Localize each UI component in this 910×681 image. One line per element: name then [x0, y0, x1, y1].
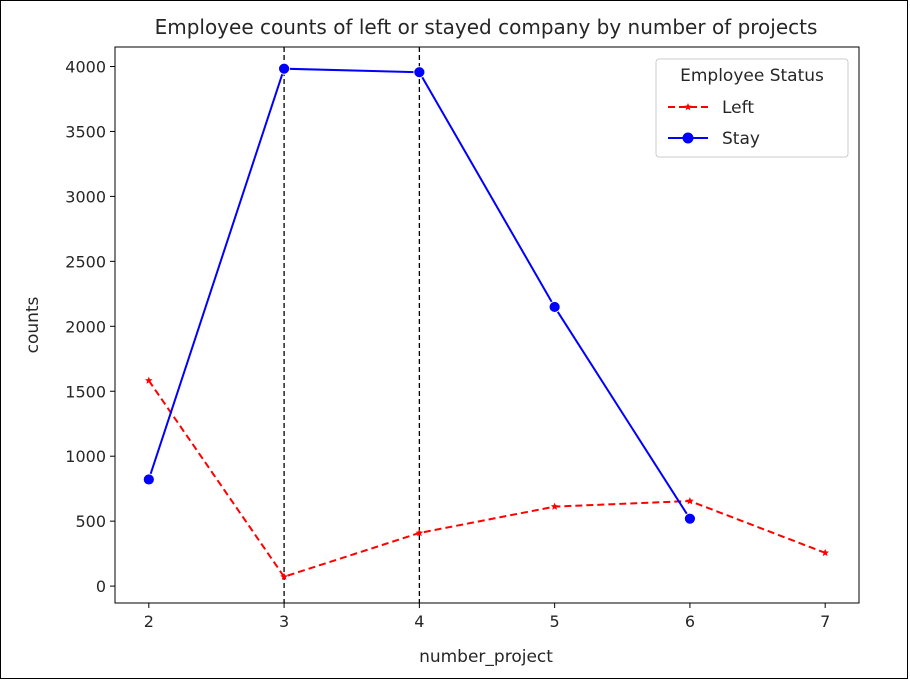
y-axis-label: counts: [23, 296, 43, 353]
y-tick-label: 3000: [65, 187, 106, 206]
legend-box: [655, 58, 849, 158]
x-tick-label: 2: [144, 612, 154, 631]
x-axis-label: number_project: [419, 647, 553, 667]
data-point-left: [145, 376, 153, 384]
data-point-left: [686, 497, 694, 505]
axes-frame: [114, 46, 860, 604]
series-line-left: [147, 380, 826, 578]
data-point-left: [415, 528, 424, 537]
data-point-left: [821, 548, 829, 557]
x-tick-label: 7: [820, 612, 830, 631]
legend-marker-stay: [682, 132, 694, 144]
data-point-left: [550, 502, 559, 510]
legend-label-stay: Stay: [722, 129, 760, 149]
data-point-stay: [548, 301, 561, 313]
y-tick-label: 4000: [65, 57, 106, 76]
legend-marker-left: [684, 103, 692, 111]
legend: Employee Status Left Stay: [655, 58, 849, 158]
data-point-left: [280, 572, 288, 580]
y-tick-label: 0: [96, 577, 106, 596]
x-tick-label: 4: [414, 612, 424, 631]
data-point-stay: [142, 473, 155, 486]
y-tick-label: 3500: [65, 122, 106, 141]
y-tick-label: 1000: [65, 447, 106, 466]
y-tick-label: 1500: [65, 382, 106, 401]
legend-title: Employee Status: [680, 66, 824, 86]
y-tick-label: 2500: [65, 252, 106, 271]
y-tick-label: 500: [75, 512, 106, 531]
data-point-stay: [278, 62, 290, 75]
legend-label-left: Left: [722, 98, 754, 118]
x-tick-label: 3: [279, 612, 289, 631]
data-point-stay: [413, 66, 426, 79]
chart-title: Employee counts of left or stayed compan…: [155, 15, 818, 39]
plot-area: 0 500 1000 1500 2000 2500 3000 3500 4000 2 3 4 5 6 7: [65, 46, 860, 631]
x-tick-label: 5: [550, 612, 560, 631]
x-tick-label: 6: [685, 612, 695, 631]
data-point-stay: [684, 512, 696, 525]
y-tick-label: 2000: [65, 317, 106, 336]
